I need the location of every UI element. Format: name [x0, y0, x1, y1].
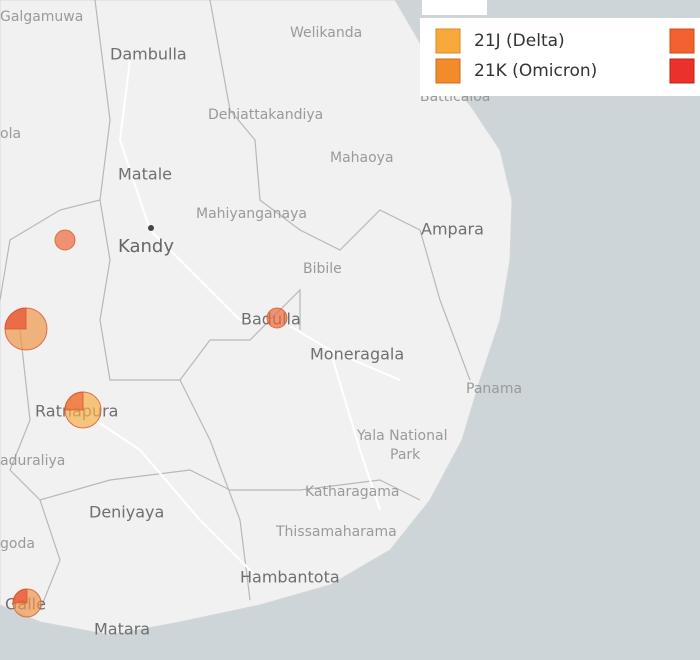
place-label: Ampara	[421, 220, 484, 239]
variant-markers	[4, 229, 288, 618]
place-label: Mahiyanganaya	[196, 206, 307, 222]
place-label: Matara	[94, 620, 150, 639]
place-label: Park	[390, 447, 421, 463]
place-label: Katharagama	[305, 484, 399, 500]
place-label: Welikanda	[290, 25, 362, 41]
place-label: Bibile	[303, 261, 342, 277]
place-label: Kandy	[118, 236, 174, 257]
place-label: Moneragala	[310, 345, 404, 364]
place-label: Hambantota	[240, 568, 340, 587]
land	[0, 0, 513, 636]
place-label: Dambulla	[110, 45, 187, 64]
place-label: Dehiattakandiya	[208, 107, 323, 123]
legend-swatch	[669, 28, 695, 54]
legend-swatch	[435, 28, 461, 54]
legend-tab	[422, 0, 487, 15]
legend-swatch	[669, 58, 695, 84]
place-label: Mahaoya	[330, 150, 394, 166]
place-label: Panama	[466, 381, 522, 397]
place-label: ola	[0, 126, 21, 142]
legend: 21J (Delta) 21K (Omicron)	[420, 0, 700, 96]
legend-swatch	[435, 58, 461, 84]
legend-label: 21J (Delta)	[474, 31, 565, 51]
boundaries	[0, 0, 471, 611]
roads	[79, 59, 401, 581]
place-label: goda	[0, 536, 35, 552]
place-label: Galgamuwa	[0, 9, 83, 25]
legend-box	[420, 18, 700, 96]
legend-label: 21K (Omicron)	[474, 61, 597, 81]
place-label: Yala National	[356, 428, 447, 444]
place-label: Matale	[118, 165, 172, 184]
place-label: Deniyaya	[89, 503, 164, 522]
place-label: Thissamaharama	[275, 524, 397, 540]
place-label: aduraliya	[0, 453, 65, 469]
city-dot	[148, 225, 154, 231]
